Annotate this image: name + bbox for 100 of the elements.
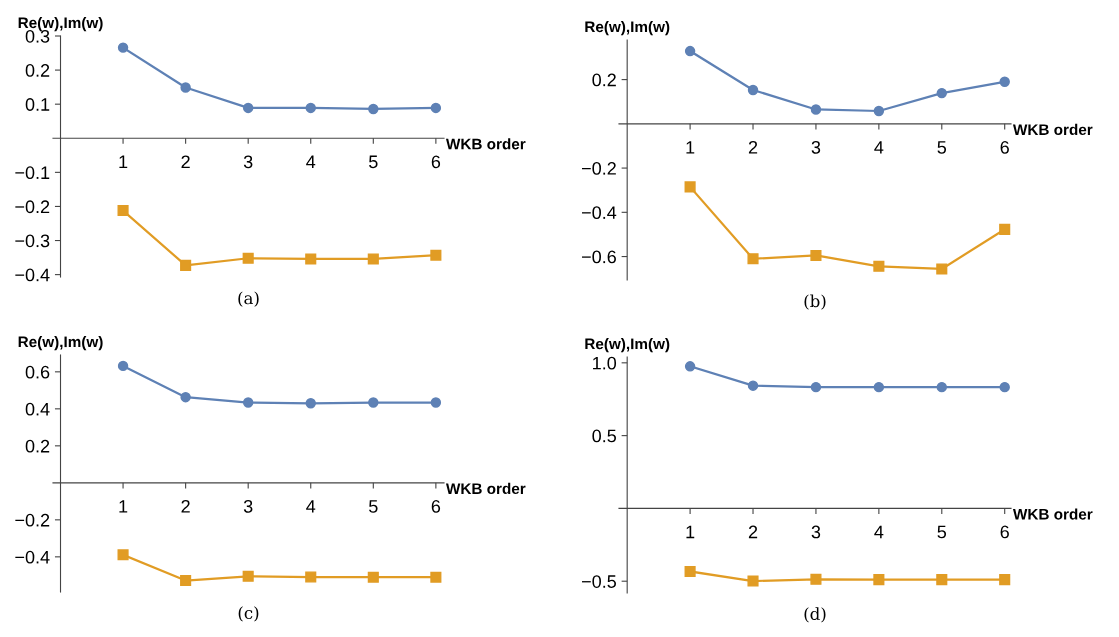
y-tick-label: 0.1 xyxy=(25,98,50,111)
x-tick-label: 1 xyxy=(119,155,128,169)
y-tick-label: 1.0 xyxy=(593,356,617,370)
x-axis-title: WKB order xyxy=(445,482,526,495)
point xyxy=(305,398,316,409)
y-tick-label: 0.6 xyxy=(25,365,50,379)
x-axis-title: WKB order xyxy=(1012,508,1093,520)
point xyxy=(180,82,191,93)
point xyxy=(117,42,129,53)
point xyxy=(684,45,696,57)
text: (c) xyxy=(238,606,259,622)
x-tick-label: 3 xyxy=(243,155,253,169)
point xyxy=(242,252,254,264)
point xyxy=(305,253,317,265)
point xyxy=(999,76,1010,88)
point xyxy=(747,380,759,391)
point xyxy=(684,181,696,193)
point xyxy=(242,102,254,114)
point xyxy=(117,549,129,561)
point xyxy=(873,105,885,117)
text: (a) xyxy=(238,291,259,307)
x-tick-label: 2 xyxy=(748,525,758,539)
point xyxy=(367,571,379,583)
point xyxy=(684,565,696,578)
x-tick-label: 5 xyxy=(369,155,378,169)
point xyxy=(810,249,822,262)
text: (d) xyxy=(804,607,826,623)
x-tick-label: 5 xyxy=(937,525,947,539)
x-tick-label: 4 xyxy=(306,500,316,513)
point xyxy=(747,253,759,265)
point xyxy=(936,381,947,393)
x-tick-label: 6 xyxy=(431,499,441,513)
x-tick-label: 1 xyxy=(119,500,128,513)
x-tick-label: 4 xyxy=(306,155,316,169)
point xyxy=(999,574,1011,586)
point xyxy=(117,204,129,217)
x-axis-title: WKB order xyxy=(1012,123,1093,136)
y-tick-label: 0.2 xyxy=(592,73,616,87)
point xyxy=(873,574,885,586)
y-tick-label: −0.6 xyxy=(582,250,616,264)
point xyxy=(368,397,379,408)
point xyxy=(684,361,696,372)
point xyxy=(430,249,442,261)
point xyxy=(747,84,759,96)
y-tick-label: 0.3 xyxy=(25,29,50,43)
x-tick-label: 3 xyxy=(243,499,253,513)
x-tick-label: 2 xyxy=(181,155,190,169)
point xyxy=(242,397,254,408)
x-tick-label: 5 xyxy=(369,500,378,513)
point xyxy=(999,381,1010,393)
x-tick-label: 2 xyxy=(748,140,758,154)
point xyxy=(936,574,948,586)
point xyxy=(430,102,442,114)
y-axis-title: Re(w),Im(w) xyxy=(18,336,103,351)
point xyxy=(936,263,948,275)
y-tick-label: −0.2 xyxy=(582,162,616,175)
x-tick-label: 1 xyxy=(686,525,695,539)
point xyxy=(430,571,442,583)
y-tick-label: −0.2 xyxy=(15,200,50,214)
point xyxy=(999,223,1011,235)
point xyxy=(180,259,192,271)
y-axis-title: Re(w),Im(w) xyxy=(585,338,670,353)
point xyxy=(305,571,317,583)
x-tick-label: 6 xyxy=(431,155,441,169)
point xyxy=(810,573,822,585)
x-axis-title: WKB order xyxy=(445,138,526,150)
y-tick-label: −0.5 xyxy=(582,575,617,588)
x-tick-label: 6 xyxy=(1000,140,1009,154)
point xyxy=(873,260,885,272)
x-tick-label: 3 xyxy=(811,140,821,154)
x-tick-label: 4 xyxy=(874,141,884,154)
point xyxy=(367,253,379,265)
point xyxy=(873,381,885,393)
point xyxy=(242,570,254,582)
x-tick-label: 3 xyxy=(811,525,821,539)
point xyxy=(747,575,759,587)
y-tick-label: −0.4 xyxy=(15,550,50,564)
x-tick-label: 2 xyxy=(181,499,190,513)
point xyxy=(810,381,822,393)
y-tick-label: 0.2 xyxy=(25,439,50,453)
y-tick-label: −0.4 xyxy=(15,268,50,282)
y-axis-title: Re(w),Im(w) xyxy=(585,20,670,36)
point xyxy=(180,574,192,587)
x-tick-label: 1 xyxy=(686,141,695,154)
y-axis-title: Re(w),Im(w) xyxy=(18,16,103,32)
y-tick-label: −0.3 xyxy=(15,234,50,248)
point xyxy=(936,87,947,99)
y-tick-label: 0.2 xyxy=(25,64,50,77)
y-tick-label: −0.1 xyxy=(15,166,50,180)
x-tick-label: 4 xyxy=(874,525,884,539)
point xyxy=(810,104,822,115)
point xyxy=(180,391,191,403)
y-tick-label: 0.5 xyxy=(592,429,617,443)
text: (b) xyxy=(804,294,826,310)
x-tick-label: 6 xyxy=(1000,525,1009,539)
x-tick-label: 5 xyxy=(937,141,947,154)
y-tick-label: 0.4 xyxy=(25,402,50,416)
point xyxy=(117,360,129,372)
point xyxy=(305,102,316,114)
y-tick-label: −0.2 xyxy=(15,513,50,527)
